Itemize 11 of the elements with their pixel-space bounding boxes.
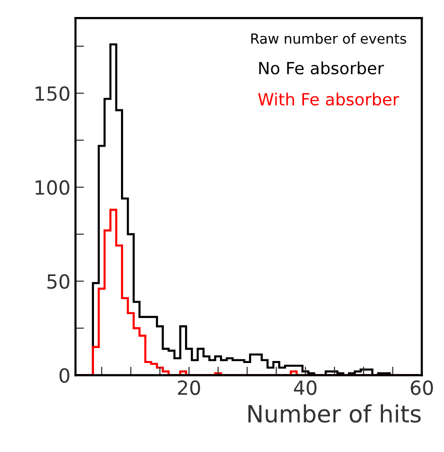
text: With Fe absorber	[258, 92, 400, 106]
text: No Fe absorber	[259, 62, 384, 74]
y-tick-label: 100	[36, 180, 70, 195]
x-tick-label: 60	[410, 380, 433, 396]
legend-title: Raw number of events	[251, 33, 406, 44]
y-tick-label: 0	[60, 368, 70, 383]
y-tick-label: 150	[36, 86, 70, 101]
y-tick-label: 50	[47, 274, 70, 289]
x-axis-title: Number of hits	[248, 404, 421, 423]
x-tick-label: 20	[178, 380, 200, 396]
x-tick-label: 40	[294, 380, 316, 396]
